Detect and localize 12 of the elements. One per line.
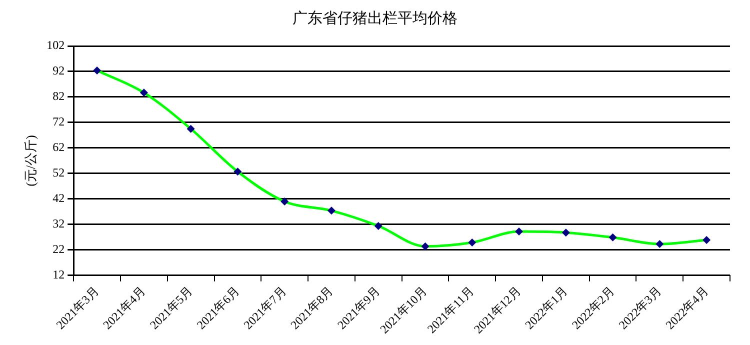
y-tick-label: 92 bbox=[52, 64, 65, 78]
y-tick-label: 22 bbox=[52, 242, 65, 256]
y-tick-label: 42 bbox=[52, 191, 65, 206]
y-tick-label: 72 bbox=[52, 114, 65, 129]
y-tick-label: 62 bbox=[52, 140, 65, 154]
y-tick-label: 52 bbox=[52, 166, 65, 180]
y-tick-label: 32 bbox=[52, 216, 65, 231]
y-tick-label: 12 bbox=[52, 268, 65, 282]
y-tick-label: 102 bbox=[46, 38, 65, 52]
y-tick-label: 82 bbox=[52, 89, 65, 104]
chart-title: 广东省仔猪出栏平均价格 bbox=[292, 10, 458, 27]
y-axis-title: (元/公斤) bbox=[23, 135, 38, 186]
